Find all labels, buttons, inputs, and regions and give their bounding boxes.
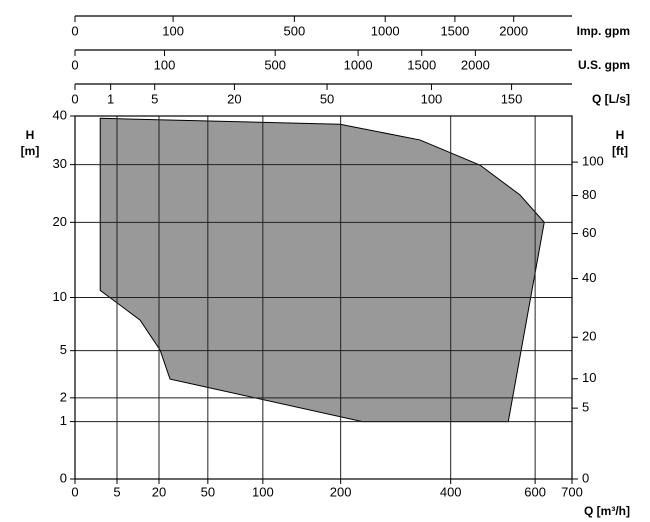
top-tick-label: 1500 bbox=[440, 23, 469, 38]
x-tick-label: 20 bbox=[152, 484, 166, 499]
y-label: [m] bbox=[21, 144, 40, 158]
top-tick-label: 500 bbox=[283, 23, 305, 38]
y-tick-label: 10 bbox=[53, 289, 67, 304]
x-tick-label: 0 bbox=[71, 484, 78, 499]
top-tick-label: 20 bbox=[227, 91, 241, 106]
x-tick-label: 100 bbox=[252, 484, 274, 499]
top-tick-label: 100 bbox=[162, 23, 184, 38]
x-tick-label: 50 bbox=[201, 484, 215, 499]
y-label: H bbox=[26, 128, 35, 142]
operating-range bbox=[99, 117, 545, 423]
x-label: Q [m³/h] bbox=[584, 504, 630, 518]
y2-label: H bbox=[616, 128, 625, 142]
x-tick-label: 700 bbox=[561, 484, 583, 499]
top-tick-label: 1000 bbox=[371, 23, 400, 38]
top-tick-label: 0 bbox=[71, 57, 78, 72]
y2-tick-label: 60 bbox=[582, 225, 596, 240]
y2-label: [ft] bbox=[612, 144, 628, 158]
y-tick-label: 30 bbox=[53, 156, 67, 171]
top-tick-label: 2000 bbox=[499, 23, 528, 38]
top-tick-label: 0 bbox=[71, 23, 78, 38]
y-tick-label: 1 bbox=[60, 413, 67, 428]
x-tick-label: 400 bbox=[440, 484, 462, 499]
y2-tick-label: 10 bbox=[582, 370, 596, 385]
y-tick-label: 5 bbox=[60, 342, 67, 357]
top-tick-label: 100 bbox=[421, 91, 443, 106]
top-tick-label: 1000 bbox=[344, 57, 373, 72]
top-axis-label: U.S. gpm bbox=[578, 58, 630, 72]
y-tick-label: 20 bbox=[53, 214, 67, 229]
y2-tick-label: 20 bbox=[582, 329, 596, 344]
top-tick-label: 50 bbox=[320, 91, 334, 106]
y2-tick-label: 80 bbox=[582, 187, 596, 202]
x-tick-label: 200 bbox=[330, 484, 352, 499]
x-tick-label: 600 bbox=[524, 484, 546, 499]
y2-tick-label: 40 bbox=[582, 270, 596, 285]
top-tick-label: 1500 bbox=[407, 57, 436, 72]
top-tick-label: 1 bbox=[107, 91, 114, 106]
y-tick-label: 0 bbox=[60, 470, 67, 485]
top-tick-label: 150 bbox=[501, 91, 523, 106]
top-tick-label: 500 bbox=[264, 57, 286, 72]
top-tick-label: 2000 bbox=[461, 57, 490, 72]
top-tick-label: 0 bbox=[71, 91, 78, 106]
plot-frame bbox=[74, 115, 573, 480]
top-axis-label: Q [L/s] bbox=[592, 92, 630, 106]
y2-tick-label: 5 bbox=[582, 400, 589, 415]
y-tick-label: 40 bbox=[53, 107, 67, 122]
top-axis-label: Imp. gpm bbox=[577, 24, 630, 38]
y2-tick-label: 0 bbox=[582, 470, 589, 485]
y2-tick-label: 100 bbox=[582, 154, 604, 169]
x-tick-label: 5 bbox=[113, 484, 120, 499]
top-tick-label: 100 bbox=[154, 57, 176, 72]
y-tick-label: 2 bbox=[60, 389, 67, 404]
top-tick-label: 5 bbox=[151, 91, 158, 106]
